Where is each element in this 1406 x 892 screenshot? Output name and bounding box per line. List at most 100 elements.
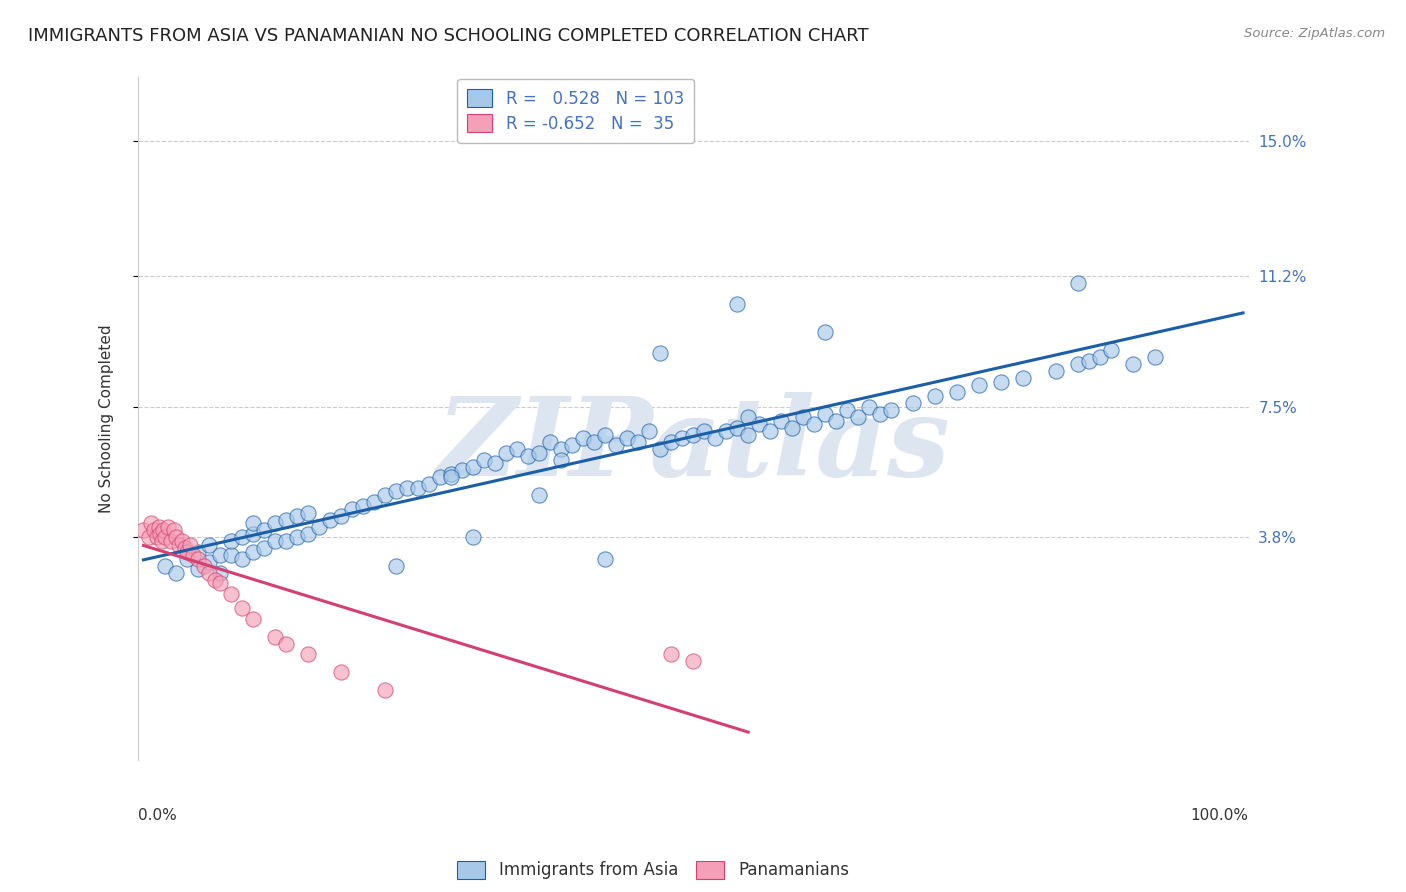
Point <box>550 442 572 456</box>
Point <box>650 442 672 456</box>
Point <box>276 637 298 651</box>
Point <box>374 682 396 697</box>
Point <box>209 566 232 580</box>
Point <box>463 531 485 545</box>
Point <box>297 506 319 520</box>
Point <box>550 452 572 467</box>
Point <box>155 558 177 573</box>
Y-axis label: No Schooling Completed: No Schooling Completed <box>100 325 114 513</box>
Point <box>1099 343 1122 357</box>
Point <box>737 427 759 442</box>
Point <box>396 481 419 495</box>
Point <box>837 403 859 417</box>
Point <box>385 558 408 573</box>
Point <box>650 346 672 360</box>
Point <box>529 488 551 502</box>
Point <box>242 516 264 531</box>
Point <box>209 576 232 591</box>
Point <box>627 434 650 449</box>
Point <box>463 459 485 474</box>
Point <box>440 467 463 481</box>
Point <box>506 442 529 456</box>
Point <box>693 425 716 439</box>
Point <box>803 417 825 432</box>
Point <box>155 531 177 545</box>
Point <box>264 534 287 549</box>
Point <box>176 551 198 566</box>
Point <box>901 396 924 410</box>
Legend: R =   0.528   N = 103, R = -0.652   N =  35: R = 0.528 N = 103, R = -0.652 N = 35 <box>457 79 693 143</box>
Point <box>572 431 595 445</box>
Point <box>187 562 209 576</box>
Point <box>1144 350 1167 364</box>
Point <box>605 438 627 452</box>
Point <box>990 375 1012 389</box>
Point <box>297 527 319 541</box>
Point <box>659 434 682 449</box>
Point <box>725 297 748 311</box>
Point <box>141 516 163 531</box>
Point <box>1067 357 1090 371</box>
Point <box>276 513 298 527</box>
Point <box>1045 364 1067 378</box>
Point <box>616 431 638 445</box>
Point <box>363 495 385 509</box>
Point <box>167 537 190 551</box>
Point <box>682 654 704 668</box>
Point <box>737 410 759 425</box>
Point <box>276 534 298 549</box>
Point <box>187 544 209 558</box>
Point <box>682 427 704 442</box>
Point <box>308 520 330 534</box>
Point <box>231 601 253 615</box>
Point <box>204 573 226 587</box>
Point <box>725 421 748 435</box>
Point <box>150 534 173 549</box>
Point <box>166 566 188 580</box>
Point <box>374 488 396 502</box>
Point <box>221 534 243 549</box>
Point <box>659 647 682 661</box>
Point <box>253 524 276 538</box>
Point <box>1122 357 1144 371</box>
Point <box>495 445 517 459</box>
Point <box>160 534 183 549</box>
Point <box>221 587 243 601</box>
Point <box>671 431 693 445</box>
Point <box>408 481 430 495</box>
Point <box>149 527 172 541</box>
Point <box>152 524 174 538</box>
Point <box>319 513 342 527</box>
Point <box>330 665 353 679</box>
Point <box>869 407 891 421</box>
Point <box>181 548 204 562</box>
Point <box>967 378 990 392</box>
Point <box>595 427 617 442</box>
Point <box>814 407 837 421</box>
Point <box>198 537 221 551</box>
Point <box>924 389 946 403</box>
Point <box>143 524 166 538</box>
Point <box>583 434 606 449</box>
Point <box>132 524 155 538</box>
Point <box>946 385 969 400</box>
Point <box>484 456 506 470</box>
Text: Immigrants from Asia: Immigrants from Asia <box>499 861 679 879</box>
Point <box>704 431 727 445</box>
Point <box>1078 353 1101 368</box>
Point <box>156 520 179 534</box>
Point <box>174 541 197 555</box>
Point <box>792 410 814 425</box>
Point <box>198 566 221 580</box>
Point <box>170 534 193 549</box>
Point <box>264 630 287 644</box>
Point <box>429 470 451 484</box>
Text: 100.0%: 100.0% <box>1191 808 1249 823</box>
Point <box>148 520 170 534</box>
Point <box>193 558 215 573</box>
Point <box>231 551 253 566</box>
Point <box>221 548 243 562</box>
Point <box>1088 350 1111 364</box>
Point <box>242 527 264 541</box>
Point <box>517 449 540 463</box>
